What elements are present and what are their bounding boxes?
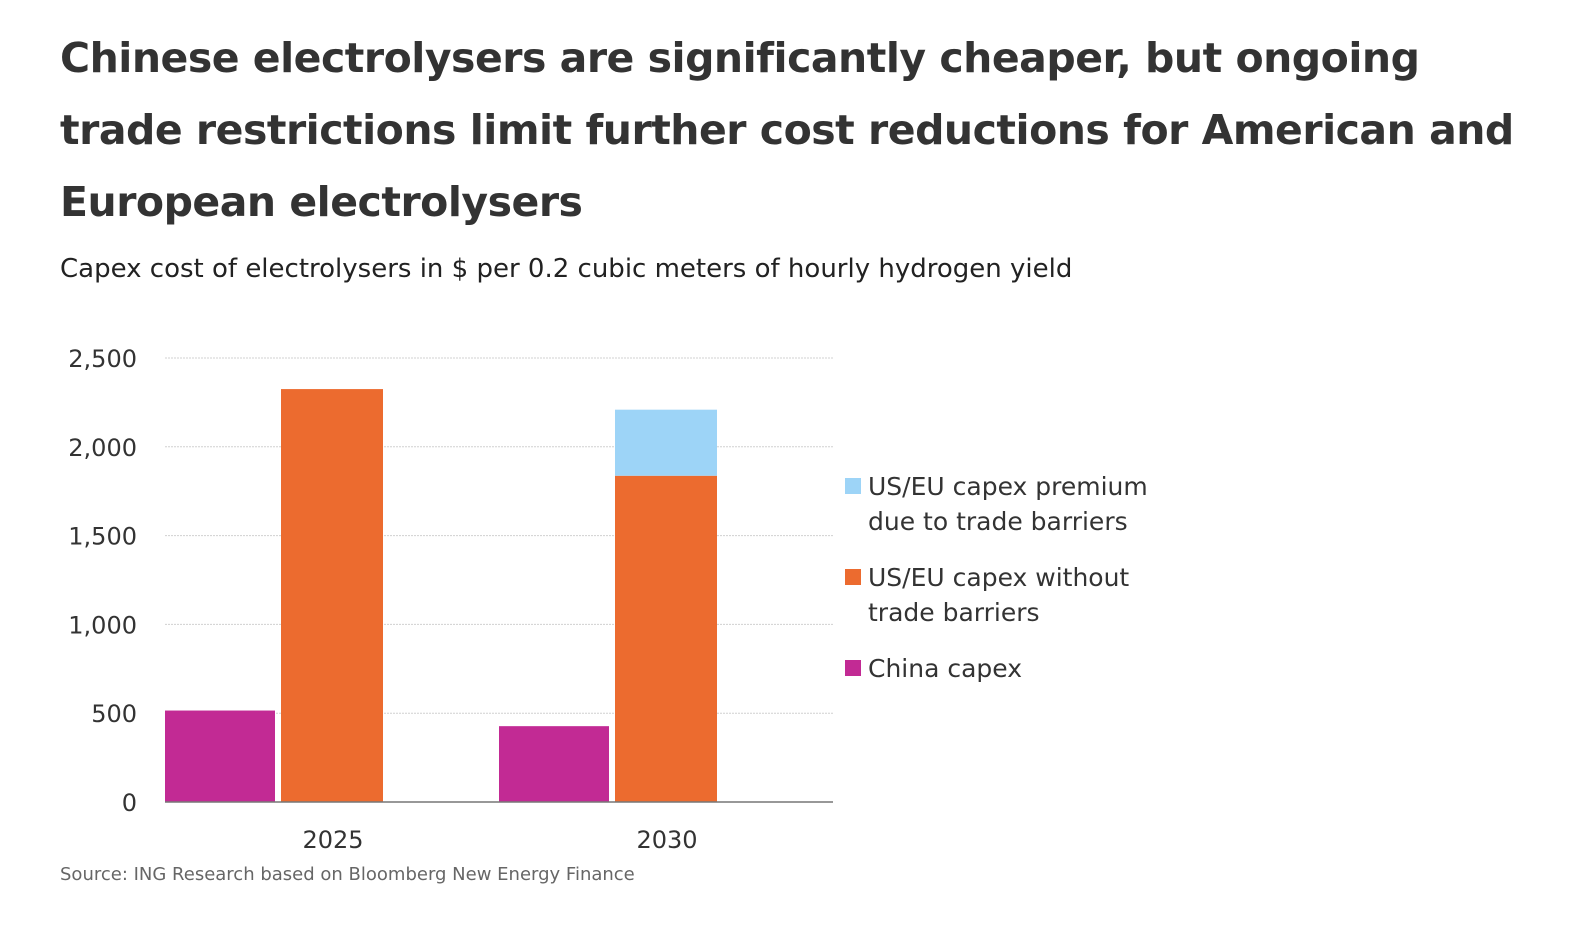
chart-title: Chinese electrolysers are significantly … (60, 34, 1514, 226)
legend-label: US/EU capex premium (868, 472, 1148, 501)
bar-useu-capex-without-barriers (281, 389, 383, 802)
y-tick-label: 2,000 (68, 434, 137, 462)
y-tick-label: 1,000 (68, 611, 137, 639)
bar-china-capex (165, 710, 275, 802)
x-tick-label: 2030 (636, 826, 697, 854)
source-note: Source: ING Research based on Bloomberg … (60, 864, 635, 885)
legend-label: trade barriers (868, 598, 1040, 627)
y-tick-label: 1,500 (68, 523, 137, 551)
legend-label: China capex (868, 654, 1022, 683)
chart-subtitle: Capex cost of electrolysers in $ per 0.2… (60, 254, 1073, 284)
bar-useu-capex-without-barriers (615, 475, 717, 802)
y-tick-label: 500 (91, 700, 137, 728)
legend-swatch (845, 478, 861, 494)
legend-label: due to trade barriers (868, 507, 1128, 536)
y-tick-label: 2,500 (68, 345, 137, 373)
y-tick-label: 0 (122, 789, 137, 817)
x-tick-label: 2025 (302, 826, 363, 854)
bar-china-capex (499, 726, 609, 802)
legend-swatch (845, 569, 861, 585)
legend-label: US/EU capex without (868, 563, 1129, 592)
bar-useu-capex-premium (615, 409, 717, 476)
legend-swatch (845, 660, 861, 676)
